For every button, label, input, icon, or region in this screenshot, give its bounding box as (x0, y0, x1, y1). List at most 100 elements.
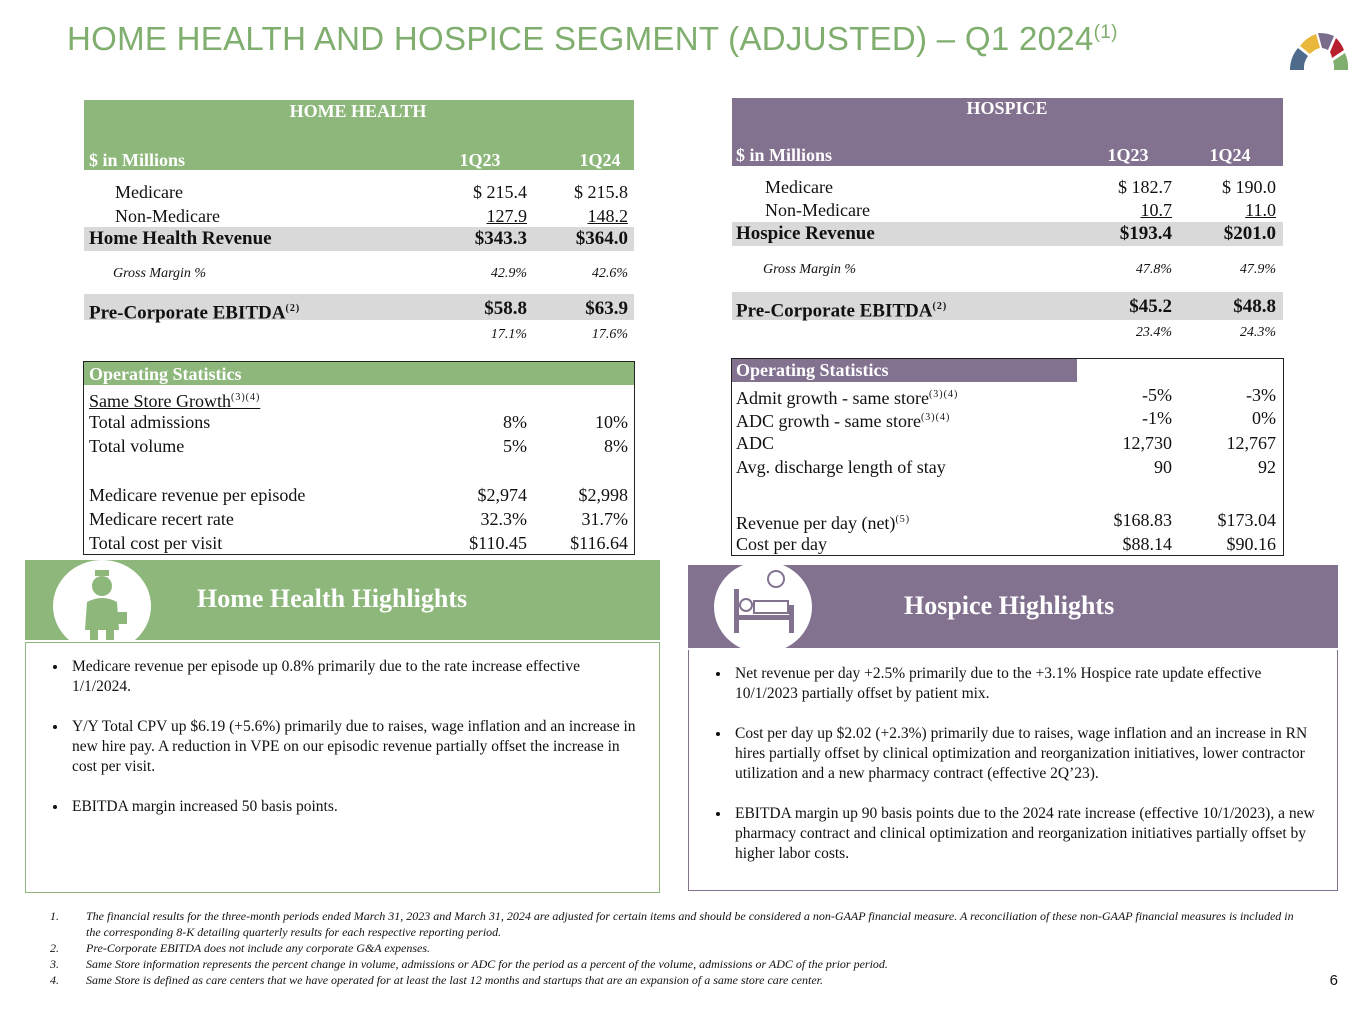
bullet: EBITDA margin increased 50 basis points. (68, 797, 639, 817)
stat-label: Avg. discharge length of stay (736, 457, 946, 477)
ebitda-margin: 17.6% (591, 327, 628, 342)
bullet: Y/Y Total CPV up $6.19 (+5.6%) primarily… (68, 717, 639, 777)
stat-value: $2,998 (578, 485, 629, 505)
footnote-text: Pre-Corporate EBITDA does not include an… (86, 941, 431, 955)
row-value: $48.8 (1233, 296, 1276, 317)
stat-value: 10% (595, 412, 628, 432)
footnote: 1. The financial results for the three-mo… (50, 908, 1310, 940)
stat-value: 12,730 (1122, 433, 1173, 453)
row-label: Pre-Corporate EBITDA(2) (736, 300, 948, 322)
row-value: 148.2 (587, 206, 629, 226)
row-label: Medicare (115, 182, 183, 202)
row-value: 47.9% (1239, 262, 1276, 277)
hs-bullets: Net revenue per day +2.5% primarily due … (689, 650, 1337, 864)
ebitda-margin: 17.1% (490, 327, 527, 342)
stat-value: $110.45 (469, 533, 527, 553)
stat-label: Admit growth - same store(3)(4) (736, 388, 959, 408)
footnote-ref: (3)(4) (928, 389, 959, 400)
row-label: Gross Margin % (763, 262, 857, 277)
footnote-ref: (3)(4) (920, 412, 951, 423)
stat-label: Same Store Growth(3)(4) (89, 391, 261, 411)
row-value: 42.9% (490, 266, 527, 281)
hh-header-band (84, 100, 634, 170)
stat-label: Revenue per day (net)(5) (736, 513, 911, 533)
stat-value: 5% (503, 436, 527, 456)
slide-title: HOME HEALTH AND HOSPICE SEGMENT (ADJUSTE… (67, 20, 1118, 58)
table-header: HOME HEALTH (289, 101, 427, 121)
stat-value: 92 (1258, 457, 1276, 477)
stat-value: 8% (604, 436, 628, 456)
row-value: $45.2 (1129, 296, 1172, 317)
stat-label: ADC growth - same store(3)(4) (736, 411, 951, 431)
hh-stats-box (83, 361, 635, 555)
stat-value: 31.7% (581, 509, 629, 529)
bullet: Net revenue per day +2.5% primarily due … (731, 664, 1317, 704)
hs-stats-band (732, 359, 1077, 382)
hh-revenue-band (84, 227, 634, 251)
footnote-text: Same Store is defined as care centers th… (86, 973, 824, 987)
ebitda-margin: 23.4% (1135, 325, 1172, 340)
hospice-icon (714, 561, 812, 653)
hh-bullets: Medicare revenue per episode up 0.8% pri… (26, 643, 659, 817)
stat-value: -1% (1142, 408, 1172, 428)
row-label: Medicare (765, 177, 833, 197)
stat-label: ADC (736, 433, 775, 453)
row-value: $364.0 (575, 228, 628, 249)
hh-ebitda-band (84, 294, 634, 320)
footnote-ref: (2) (285, 303, 301, 314)
bullet: EBITDA margin up 90 basis points due to … (731, 804, 1317, 864)
row-label: Home Health Revenue (89, 228, 272, 249)
footnote-ref: (2) (932, 301, 948, 312)
stat-label: Total volume (89, 436, 185, 456)
hs-header-band (732, 98, 1283, 166)
row-value: 42.6% (591, 266, 628, 281)
stat-value: 90 (1154, 457, 1172, 477)
hs-revenue-band (732, 222, 1283, 246)
column-header: $ in Millions (736, 145, 833, 165)
hs-highlights-body: Net revenue per day +2.5% primarily due … (688, 650, 1338, 891)
stat-value: $2,974 (477, 485, 528, 505)
row-value: 47.8% (1135, 262, 1172, 277)
hs-highlights-title: Hospice Highlights (904, 591, 1115, 620)
column-header: $ in Millions (89, 150, 186, 170)
column-header: 1Q23 (459, 150, 501, 170)
row-label: Pre-Corporate EBITDA(2) (89, 302, 301, 324)
footnote-ref: (3)(4) (230, 392, 261, 403)
row-label: Gross Margin % (113, 266, 207, 281)
nurse-icon (53, 560, 151, 652)
stat-value: $88.14 (1122, 534, 1173, 554)
row-value: $58.8 (484, 298, 527, 319)
row-label: Hospice Revenue (736, 223, 875, 244)
row-label: Non-Medicare (115, 206, 220, 226)
footnotes: 1. The financial results for the three-mo… (50, 908, 1310, 988)
row-value: $ 215.4 (473, 182, 527, 202)
logo (1289, 32, 1349, 70)
hs-stats-box (731, 358, 1284, 556)
bullet: Cost per day up $2.02 (+2.3%) primarily … (731, 724, 1317, 784)
footnote-number: 2. (50, 941, 59, 955)
footnote-ref: (5) (895, 514, 911, 525)
hh-highlights-body: Medicare revenue per episode up 0.8% pri… (25, 642, 660, 893)
stat-value: 0% (1252, 408, 1276, 428)
footnote-number: 1. (50, 909, 59, 923)
footnote: 2. Pre-Corporate EBITDA does not include … (50, 940, 1310, 956)
title-text: HOME HEALTH AND HOSPICE SEGMENT (ADJUSTE… (67, 20, 1094, 57)
stat-value: -5% (1142, 385, 1172, 405)
row-value: $ 215.8 (574, 182, 628, 202)
stat-label: Total cost per visit (89, 533, 223, 553)
footnote-number: 4. (50, 973, 59, 987)
stat-value: 32.3% (480, 509, 528, 529)
stat-label: Total admissions (89, 412, 211, 432)
column-header: 1Q23 (1107, 145, 1149, 165)
hh-highlights: Home Health Highlights Medicare revenue … (25, 560, 660, 893)
row-label: Non-Medicare (765, 200, 870, 220)
page-number: 6 (1329, 972, 1338, 989)
row-value: 127.9 (486, 206, 528, 226)
row-value: $ 190.0 (1222, 177, 1276, 197)
row-value: $193.4 (1119, 223, 1172, 244)
stat-label: Medicare recert rate (89, 509, 234, 529)
hh-highlights-title: Home Health Highlights (197, 584, 468, 613)
footnote: 4. Same Store is defined as care centers … (50, 972, 1310, 988)
column-header: 1Q24 (1190, 144, 1270, 168)
